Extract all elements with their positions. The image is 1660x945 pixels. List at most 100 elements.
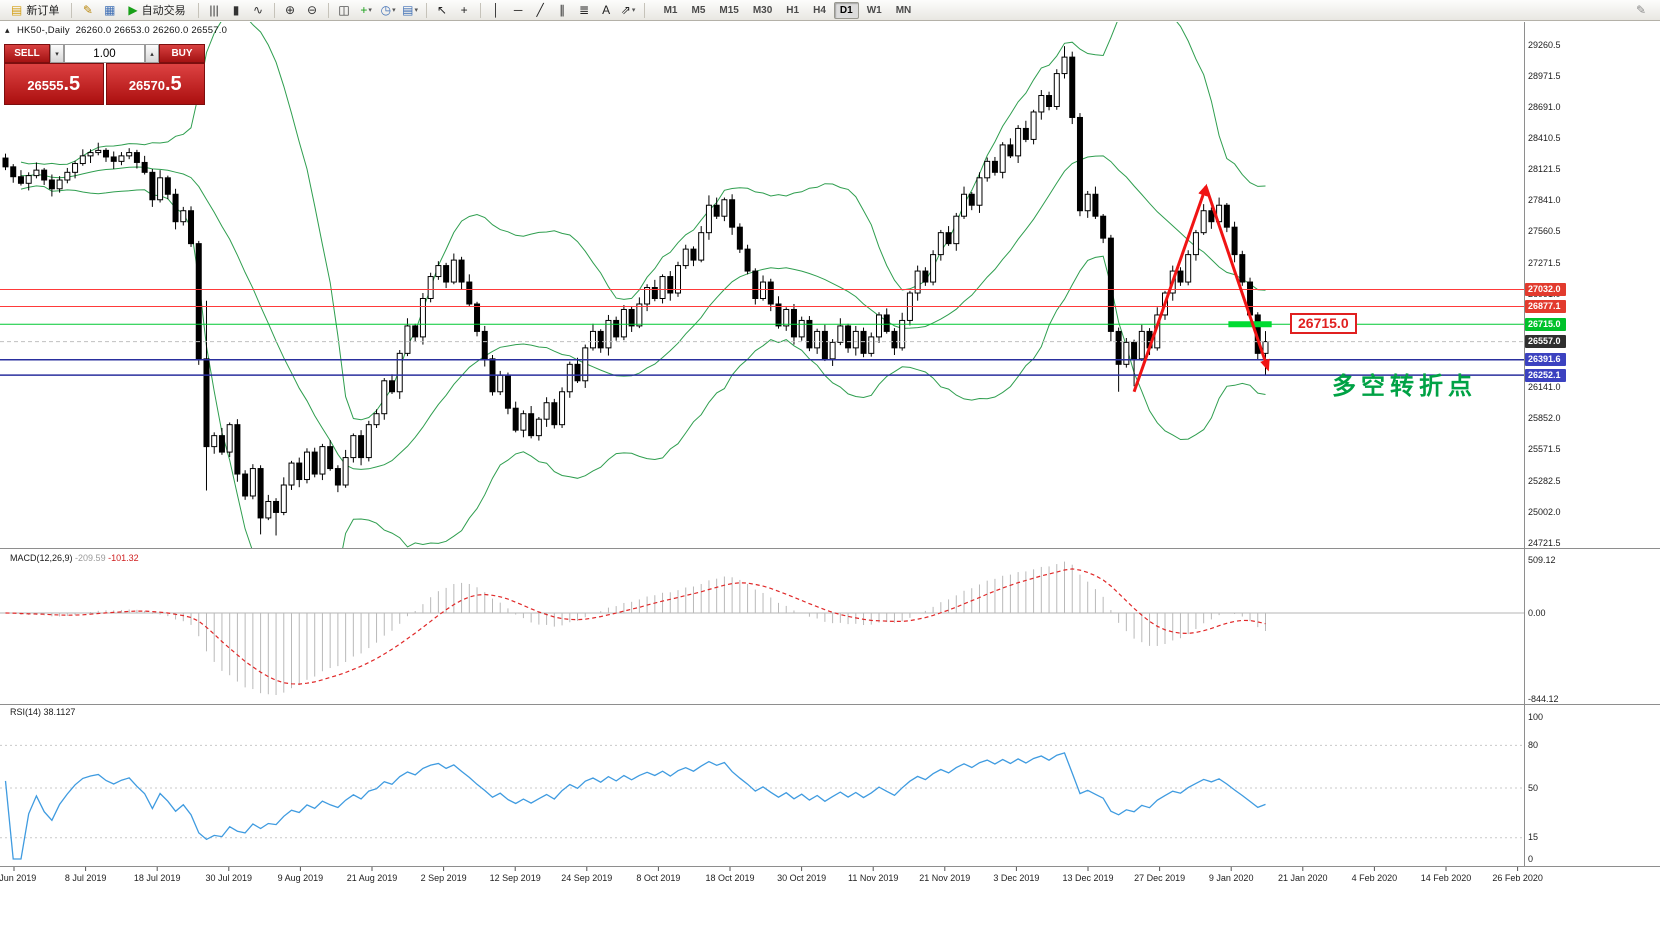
toolbar-separator: [327, 2, 329, 18]
timeframe-h4[interactable]: H4: [813, 4, 826, 16]
date-label: 13 Dec 2019: [1062, 873, 1114, 883]
text-icon[interactable]: A: [596, 1, 617, 19]
toolbar-separator: [643, 2, 645, 18]
arrows-icon[interactable]: ⇗ ▾: [618, 1, 639, 19]
fibonacci-icon[interactable]: ≣: [574, 1, 595, 19]
tile-windows-icon[interactable]: ◫: [334, 1, 355, 19]
date-label: 8 Jul 2019: [64, 873, 107, 883]
zoom-out-icon[interactable]: ⊖: [302, 1, 323, 19]
market-watch-icon: ▦: [104, 3, 116, 17]
sell-button[interactable]: SELL: [4, 44, 50, 63]
fibonacci-icon: ≣: [579, 3, 590, 17]
sell-price[interactable]: 26555.5: [4, 63, 104, 105]
metaeditor-icon[interactable]: ✎: [77, 1, 98, 19]
timeframe-m5[interactable]: M5: [691, 4, 706, 16]
buy-price[interactable]: 26570.5: [105, 63, 205, 105]
new-order-icon: ▤: [11, 3, 23, 17]
sell-price-frac: .5: [63, 73, 81, 95]
periods-icon[interactable]: ◷ ▾: [378, 1, 399, 19]
date-label: 21 Nov 2019: [919, 873, 971, 883]
lot-decrease-button[interactable]: ▾: [50, 44, 64, 63]
horizontal-line-icon[interactable]: ─: [508, 1, 529, 19]
timeframe-m1[interactable]: M1: [663, 4, 678, 16]
new-order-button-label: 新订单: [26, 5, 60, 17]
arrows-icon: ⇗: [620, 3, 631, 17]
one-click-expander-icon[interactable]: ▴: [5, 25, 10, 35]
market-watch-icon[interactable]: ▦: [99, 1, 120, 19]
annotation-text[interactable]: 多空转折点: [1332, 373, 1477, 400]
chevron-down-icon: ▾: [414, 7, 418, 14]
macd-name: MACD(12,26,9): [10, 553, 73, 563]
lot-size-input[interactable]: [64, 44, 145, 63]
rsi-name: RSI(14): [10, 707, 42, 717]
indicators-icon: +: [360, 3, 368, 17]
one-click-trading-panel: SELL ▾ ▴ BUY 26555.5 26570.5: [4, 44, 205, 105]
crosshair-icon[interactable]: +: [454, 1, 475, 19]
macd-value-signal: -101.32: [108, 553, 139, 563]
equidistant-channel-icon[interactable]: ∥: [552, 1, 573, 19]
timeframe-m30[interactable]: M30: [752, 4, 773, 16]
timeframe-h1[interactable]: H1: [786, 4, 800, 16]
line-chart-icon[interactable]: ∿: [248, 1, 269, 19]
chevron-down-icon: ▾: [368, 7, 372, 14]
toolbar-separator: [197, 2, 199, 18]
timeframe-w1[interactable]: W1: [866, 4, 882, 16]
candlestick-chart-icon: ▮: [232, 3, 240, 17]
tile-windows-icon: ◫: [338, 3, 350, 17]
sell-price-main: 26555: [27, 78, 64, 93]
timeframe-m15[interactable]: M15: [719, 4, 739, 16]
date-label: 27 Dec 2019: [1134, 873, 1186, 883]
line-chart-icon: ∿: [253, 3, 264, 17]
date-label: 5 Jun 2019: [0, 873, 37, 883]
date-label: 9 Aug 2019: [277, 873, 324, 883]
date-label: 21 Aug 2019: [346, 873, 398, 883]
autotrading-button-label: 自动交易: [141, 5, 186, 17]
toolbar-separator: [425, 2, 427, 18]
macd-indicator-label: MACD(12,26,9) -209.59 -101.32: [10, 553, 139, 563]
zoom-in-icon[interactable]: ⊕: [280, 1, 301, 19]
buy-button[interactable]: BUY: [159, 44, 205, 63]
price-annotation-label[interactable]: 26715.0: [1290, 313, 1357, 334]
vertical-line-icon: │: [492, 3, 500, 17]
vertical-line-icon[interactable]: │: [486, 1, 507, 19]
timeframe-d1[interactable]: D1: [833, 1, 859, 19]
bar-chart-icon: |||: [209, 3, 219, 17]
bar-chart-icon[interactable]: |||: [204, 1, 225, 19]
date-label: 4 Feb 2020: [1351, 873, 1398, 883]
date-label: 8 Oct 2019: [636, 873, 681, 883]
date-label: 11 Nov 2019: [848, 873, 899, 883]
date-label: 30 Oct 2019: [777, 873, 827, 883]
date-label: 26 Feb 2020: [1492, 873, 1543, 883]
rsi-indicator-label: RSI(14) 38.1127: [10, 707, 75, 717]
metaeditor-icon: ✎: [82, 3, 93, 17]
buy-price-frac: .5: [164, 73, 182, 95]
candlestick-chart-icon[interactable]: ▮: [226, 1, 247, 19]
lot-increase-button[interactable]: ▴: [145, 44, 159, 63]
timeframe-mn[interactable]: MN: [895, 4, 912, 16]
autotrading-button[interactable]: ▶ 自动交易: [121, 1, 192, 19]
date-label: 24 Sep 2019: [561, 873, 613, 883]
time-axis[interactable]: 5 Jun 2019 8 Jul 2019 18 Jul 2019 30 Jul 20…: [0, 871, 1660, 887]
new-order-button[interactable]: ▤ 新订单: [4, 1, 66, 19]
indicators-icon[interactable]: + ▾: [356, 1, 377, 19]
date-label: 21 Jan 2020: [1278, 873, 1328, 883]
date-label: 9 Jan 2020: [1208, 873, 1254, 883]
date-label: 30 Jul 2019: [205, 873, 253, 883]
trendline-icon: ╱: [536, 3, 544, 17]
templates-icon[interactable]: ▤ ▾: [400, 1, 421, 19]
main-toolbar: ▤ 新订单 ✎ ▦ ▶ 自动交易 ||| ▮ ∿ ⊕ ⊖ ◫ + ▾ ◷ ▾ ▤ ▾ ↖ + │ ─ ╱ ∥ ≣ A ⇗ ▾ M1 M5 M…: [0, 0, 1660, 21]
date-label: 14 Feb 2020: [1420, 873, 1472, 883]
horizontal-line-icon: ─: [513, 3, 523, 17]
chart-symbol-title: HK50-,Daily 26260.0 26653.0 26260.0 2655…: [17, 25, 227, 36]
cursor-icon[interactable]: ↖: [432, 1, 453, 19]
chevron-down-icon: ▾: [631, 7, 636, 14]
trendline-icon[interactable]: ╱: [530, 1, 551, 19]
templates-icon: ▤: [402, 3, 414, 17]
equidistant-channel-icon: ∥: [559, 3, 566, 17]
symbol-period-label: HK50-,Daily: [17, 25, 70, 36]
macd-value-main: -209.59: [75, 553, 106, 563]
pencil-icon[interactable]: ✎: [1635, 3, 1646, 17]
periods-icon: ◷: [380, 3, 392, 17]
